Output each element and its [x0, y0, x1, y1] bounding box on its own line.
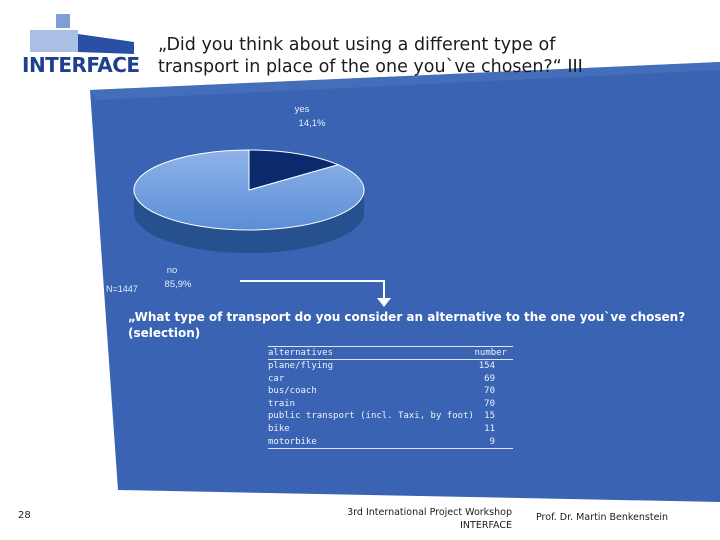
title-line-1: „Did you think about using a different t…: [158, 35, 556, 55]
logo-shapes: [30, 14, 134, 54]
alternative-cell: bike: [268, 423, 290, 434]
table-row: plane/flying 154: [268, 360, 513, 373]
logo-text: INTERFACE: [22, 53, 140, 77]
follow-up-question: „What type of transport do you consider …: [128, 310, 686, 340]
alternative-cell: bus/coach: [268, 386, 317, 397]
alternative-cell: train: [268, 398, 296, 409]
footer-author: Prof. Dr. Martin Benkenstein: [536, 512, 669, 523]
table-row: motorbike 9: [268, 435, 513, 450]
sample-size-label: N=1447: [106, 284, 138, 294]
footer-event: 3rd International Project Workshop INTER…: [300, 506, 512, 532]
title-line-2: transport in place of the one you`ve cho…: [158, 57, 583, 77]
page-number: 28: [18, 510, 31, 521]
alternative-cell: public transport (incl. Taxi, by foot): [268, 411, 474, 422]
interface-logo: [22, 10, 134, 82]
alternative-cell: plane/flying: [268, 361, 334, 371]
number-cell: 9: [474, 435, 513, 450]
alternatives-table: alternatives number plane/flying 154 car 6…: [268, 346, 513, 450]
connector-arrow: [240, 280, 391, 307]
table-row: train 70: [268, 398, 513, 411]
table-row: car 69: [268, 373, 513, 386]
pie-chart: yes 14,1% no 85,9% N=1447: [106, 104, 365, 294]
number-cell: 154: [478, 361, 495, 371]
footer-event-line-1: 3rd International Project Workshop: [347, 507, 512, 518]
number-cell: 11: [484, 423, 495, 434]
no-value-label: 85,9%: [165, 279, 192, 290]
footer-event-line-2: INTERFACE: [460, 520, 512, 531]
pie-slice-yes: [248, 149, 340, 191]
number-cell: 70: [484, 386, 495, 397]
table-header-row: alternatives number: [268, 346, 513, 360]
yes-value-label: 14,1%: [299, 118, 326, 129]
alternatives-header: alternatives: [268, 346, 475, 360]
yes-category-label: yes: [295, 104, 310, 115]
alternative-cell: car: [268, 373, 285, 384]
table-row: bike 11: [268, 423, 513, 436]
slide-title: „Did you think about using a different t…: [158, 34, 698, 78]
table-row: public transport (incl. Taxi, by foot) 15: [268, 410, 513, 423]
number-cell: 69: [484, 373, 495, 384]
table-row: bus/coach 70: [268, 385, 513, 398]
pie-side-wall: [134, 190, 364, 253]
number-cell: 15: [484, 411, 495, 422]
alternative-cell: motorbike: [268, 435, 475, 450]
number-cell: 70: [484, 398, 495, 409]
no-category-label: no: [167, 265, 178, 276]
number-header: number: [474, 346, 513, 360]
